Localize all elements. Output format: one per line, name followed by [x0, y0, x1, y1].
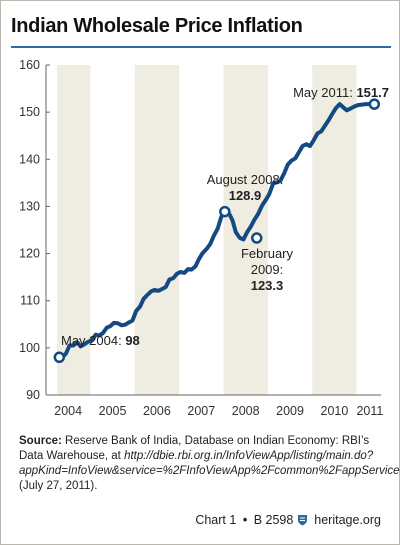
data-marker	[219, 205, 231, 218]
year-shading	[57, 65, 357, 395]
annotation-label: August 2008:	[207, 172, 284, 187]
x-tick-label: 2007	[187, 404, 215, 418]
y-tick-label: 160	[19, 58, 40, 72]
data-marker	[53, 351, 66, 364]
source-text: Reserve Bank of India, Database on India…	[19, 435, 370, 462]
x-axis: 2004 2005 2006 2007 2008 2009 2010 2011	[46, 394, 383, 418]
annotation-label: 128.9	[229, 188, 262, 203]
source-date: (July 27, 2011).	[19, 480, 98, 492]
data-marker	[368, 98, 381, 110]
site-link[interactable]: heritage.org	[314, 513, 381, 527]
y-tick-label: 110	[20, 294, 40, 308]
year-band	[312, 65, 357, 395]
annotation-label: February	[241, 246, 294, 261]
annotation-group: May 2004: 98 August 2008:128.9 February200…	[61, 85, 389, 348]
source-url[interactable]: http://dbie.rbi.org.in/InfoViewApp/listi…	[19, 450, 400, 477]
y-tick-label: 120	[19, 247, 40, 261]
x-tick-label: 2005	[99, 404, 127, 418]
credit-separator: •	[242, 513, 248, 527]
data-marker	[251, 232, 263, 244]
annotation-label: May 2011: 151.7	[293, 85, 389, 100]
source-label: Source:	[19, 435, 62, 447]
line-chart: 90 100 110 120 130 140 150 160 2004 2005 2006 2007…	[19, 58, 389, 418]
y-tick-label: 130	[19, 199, 40, 213]
x-tick-label: 2008	[232, 404, 260, 418]
y-tick-label: 150	[19, 105, 40, 119]
chart-number: Chart 1	[195, 513, 237, 527]
year-band	[57, 65, 91, 395]
annotation-label: 2009:	[251, 262, 284, 277]
marker-group	[53, 98, 381, 364]
x-tick-label: 2004	[54, 404, 82, 418]
x-tick-label: 2006	[143, 404, 171, 418]
annotation-label: May 2004: 98	[61, 333, 140, 348]
x-tick-label: 2009	[276, 404, 304, 418]
y-tick-label: 140	[19, 152, 40, 166]
annotation-label: 123.3	[251, 278, 284, 293]
y-tick-label: 90	[26, 388, 40, 402]
source-note: Source: Reserve Bank of India, Database …	[19, 434, 400, 494]
y-tick-label: 100	[19, 341, 40, 355]
year-band	[223, 65, 268, 395]
series-line-group	[60, 102, 375, 360]
chart-code: B 2598	[253, 513, 294, 527]
chart-title: Indian Wholesale Price Inflation	[11, 15, 303, 37]
x-tick-label: 2011	[356, 404, 383, 418]
y-axis: 90 100 110 120 130 140 150 160	[19, 58, 50, 402]
chart-credit: Chart 1 • B 2598 heritage.org	[161, 513, 381, 527]
series-line	[60, 102, 375, 360]
year-band	[134, 65, 180, 395]
title-rule	[11, 46, 391, 48]
heritage-shield-icon	[297, 515, 307, 526]
x-tick-label: 2010	[321, 404, 349, 418]
